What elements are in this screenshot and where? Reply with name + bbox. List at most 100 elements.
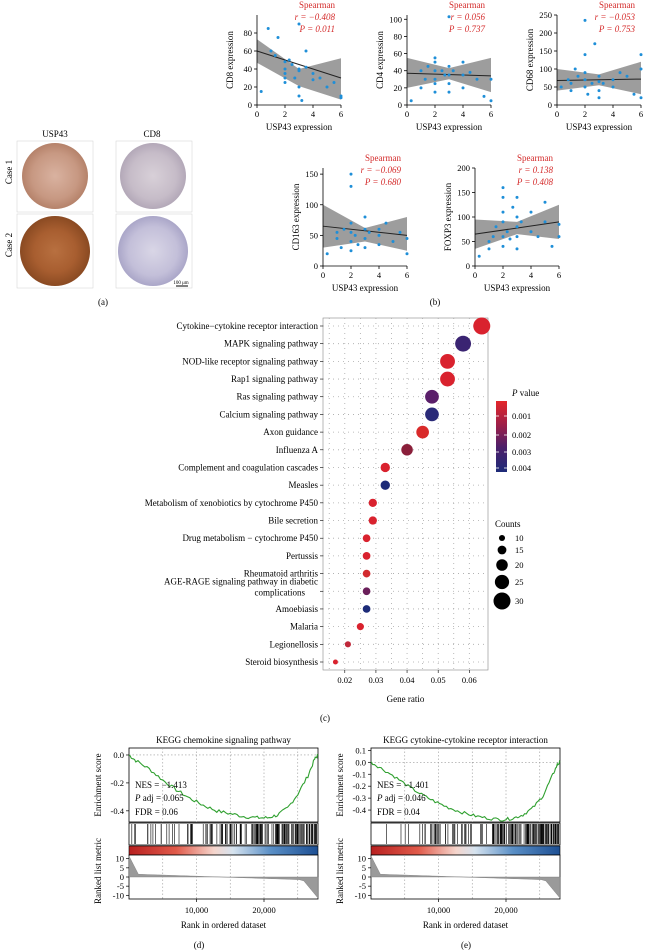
counts-legend-dot <box>493 592 511 610</box>
y-tick-label: -0.4 <box>353 805 367 815</box>
counts-legend-label: 25 <box>515 577 524 587</box>
y-axis-label: CD163 expression <box>291 183 301 250</box>
spearman-r: r = −0.069 <box>361 165 402 175</box>
y-tick-label: -0.3 <box>353 793 366 803</box>
term-label: Amoebiasis <box>276 604 319 614</box>
y-tick-label: 40 <box>394 66 403 76</box>
x-tick-label: 0.05 <box>431 675 446 685</box>
x-tick-label: 2 <box>433 109 437 119</box>
data-point <box>482 94 486 98</box>
data-point <box>377 243 381 247</box>
x-tick-label: 0 <box>255 109 259 119</box>
nes-value: NES = −1.413 <box>135 780 187 790</box>
data-point <box>384 221 388 225</box>
term-label: NOD-like receptor signaling pathway <box>182 356 318 366</box>
data-point <box>304 49 308 53</box>
metric-y-tick-label: 0 <box>362 872 366 882</box>
data-point <box>297 69 301 73</box>
spearman-r: r = −0.053 <box>595 12 636 22</box>
x-tick-label: 0.03 <box>368 675 383 685</box>
metric-y-tick-label: 5 <box>362 863 366 873</box>
data-point <box>297 22 301 26</box>
panel-b-label: (b) <box>430 297 441 307</box>
enrichment-dot <box>380 462 390 473</box>
y-axis-label: CD8 expression <box>225 31 235 89</box>
data-point <box>283 60 287 64</box>
data-point <box>266 27 270 30</box>
data-point <box>398 230 402 234</box>
data-point <box>325 85 329 89</box>
p-adj-symbol: P <box>376 793 383 803</box>
legend-p-title-suffix: value <box>518 388 540 398</box>
data-point <box>335 236 339 240</box>
metric-y-tick-label: 10 <box>116 854 125 864</box>
data-point <box>515 225 519 229</box>
gsea-title: KEGG chemokine signaling pathway <box>156 735 291 745</box>
enrichment-dot <box>440 371 455 387</box>
data-point <box>583 78 587 82</box>
panel-a: USP43 CD8 Case 1 Case 2 100 μm (a) <box>4 129 193 307</box>
enrichment-dot <box>473 317 491 335</box>
x-tick-label: 6 <box>489 109 493 119</box>
term-label: Drug metabolism − cytochrome P450 <box>182 533 318 543</box>
x-tick-label: 0.06 <box>462 675 477 685</box>
data-point <box>304 65 308 69</box>
ranked-metric-area <box>128 855 319 899</box>
x-tick-label: 4 <box>611 109 616 119</box>
data-point <box>501 235 505 239</box>
data-point <box>461 60 465 64</box>
data-point <box>419 69 423 73</box>
data-point <box>349 221 353 225</box>
gsea-title: KEGG cytokine-cytokine receptor interact… <box>383 735 548 745</box>
data-point <box>433 69 437 73</box>
x-tick-label: 20,000 <box>494 905 517 915</box>
data-point <box>451 69 455 73</box>
y-tick-label: 0.0 <box>355 757 366 767</box>
scatter-cd68: 0 2 4 6 0 50 100 150 200 250 USP43 expression CD68 … <box>525 0 643 132</box>
y-tick-label: 0 <box>314 261 318 271</box>
data-point <box>409 99 413 103</box>
plot-frame <box>322 317 489 671</box>
data-point <box>405 236 409 240</box>
data-point <box>501 186 505 190</box>
data-point <box>325 252 329 256</box>
rank-color-bar <box>370 845 561 856</box>
data-point <box>597 80 601 84</box>
data-point <box>423 77 427 81</box>
data-point <box>569 89 573 93</box>
regression-line <box>256 50 342 79</box>
term-label: AGE-RAGE signaling pathway in diabetic co… <box>164 576 318 597</box>
counts-legend-dot <box>497 545 507 555</box>
row-label-case2: Case 2 <box>4 233 14 257</box>
data-point <box>566 78 570 82</box>
y-tick-label: 20 <box>394 83 403 93</box>
tissue-core-case1-usp43 <box>22 143 88 209</box>
enrichment-dot <box>440 353 455 369</box>
ranked-metric-area <box>370 855 561 899</box>
panel-d-label: (d) <box>194 940 205 950</box>
data-point <box>283 81 287 84</box>
data-point <box>489 77 493 81</box>
data-point <box>583 85 587 89</box>
legend-counts-title: Counts <box>495 519 521 529</box>
tissue-core-case2-usp43 <box>20 216 90 286</box>
term-label: Measles <box>289 480 319 490</box>
enrichment-dot <box>368 498 377 507</box>
confidence-band <box>323 204 407 251</box>
data-point <box>590 81 594 85</box>
data-point <box>597 74 601 78</box>
data-point <box>597 96 601 100</box>
y-tick-label: 60 <box>394 49 403 59</box>
p-value-colorbar <box>496 401 507 472</box>
data-point <box>543 200 547 204</box>
data-point <box>283 72 287 75</box>
x-axis-label: Rank in ordered dataset <box>181 920 267 930</box>
counts-legend-label: 30 <box>515 596 524 606</box>
data-point <box>433 60 437 64</box>
spearman-r: r = 0.138 <box>519 165 554 175</box>
x-tick-label: 0.04 <box>400 675 416 685</box>
data-point <box>405 252 409 256</box>
